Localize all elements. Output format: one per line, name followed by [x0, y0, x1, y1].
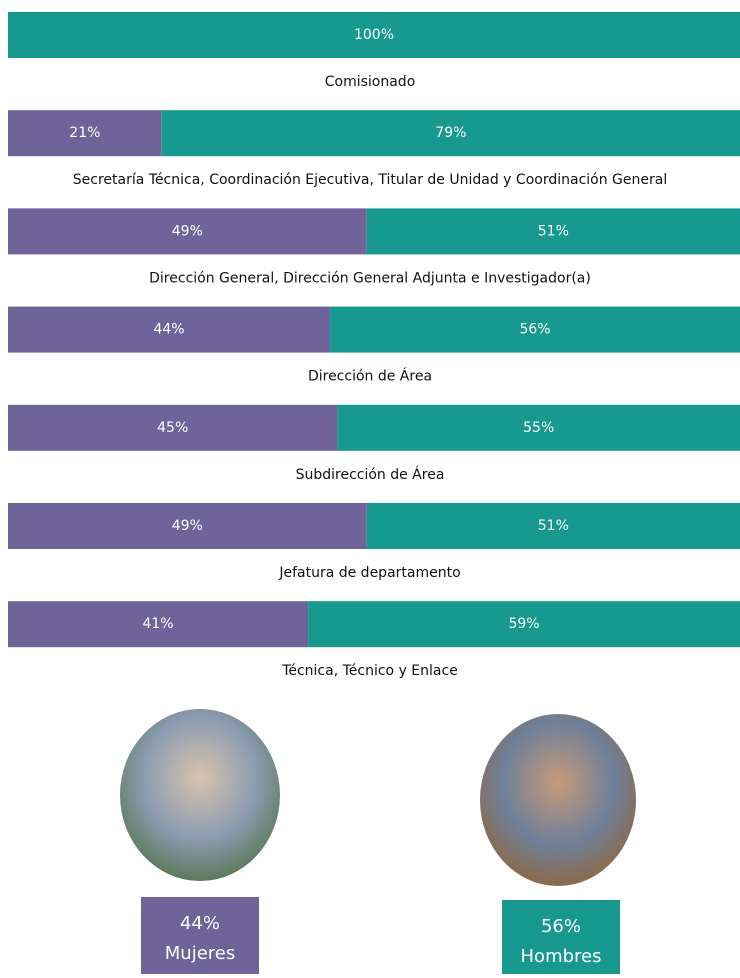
photo-man: [480, 714, 636, 886]
bar-label: 49%: [172, 223, 203, 239]
legend-label: Hombres: [521, 946, 602, 967]
bar-segment: [8, 208, 367, 255]
bar-label: 56%: [519, 322, 550, 338]
category-label: Comisionado: [325, 74, 416, 90]
bar-segment: [366, 503, 740, 549]
bar-segment: [330, 306, 740, 353]
bar-segment: [8, 601, 309, 648]
bar-segment: [366, 208, 740, 255]
bar-segment: [8, 12, 740, 58]
bar-label: 49%: [172, 518, 203, 534]
total-value: 56%: [541, 916, 581, 937]
total-box: [141, 897, 259, 974]
total-box: [502, 900, 620, 974]
bar-segment: [337, 404, 740, 451]
category-label: Secretaría Técnica, Coordinación Ejecuti…: [73, 172, 667, 188]
category-label: Subdirección de Área: [296, 466, 445, 483]
bar-label: 41%: [142, 616, 173, 632]
category-label: Dirección General, Dirección General Adj…: [149, 270, 591, 286]
legend-label: Mujeres: [165, 943, 235, 964]
category-label: Dirección de Área: [308, 368, 432, 385]
bar-segment: [8, 306, 331, 353]
bar-label: 55%: [523, 420, 554, 436]
bar-label: 51%: [538, 518, 569, 534]
bar-label: 59%: [508, 616, 539, 632]
bar-label: 79%: [435, 125, 466, 141]
bar-label: 51%: [538, 223, 569, 239]
bar-segment: [8, 404, 338, 451]
bar-segment: [161, 110, 740, 157]
category-label: Técnica, Técnico y Enlace: [281, 663, 458, 679]
bar-label: 21%: [69, 125, 100, 141]
photo-woman: [120, 709, 280, 881]
bar-segment: [8, 503, 367, 549]
bar-segment: [8, 110, 162, 157]
total-value: 44%: [180, 913, 220, 934]
bar-label: 44%: [153, 322, 184, 338]
bar-label: 100%: [354, 27, 394, 43]
category-label: Jefatura de departamento: [278, 565, 460, 581]
bar-segment: [308, 601, 740, 648]
bar-label: 45%: [157, 420, 188, 436]
